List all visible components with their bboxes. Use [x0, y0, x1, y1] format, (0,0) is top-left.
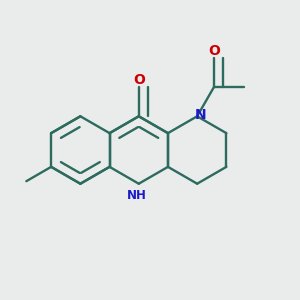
Text: O: O [208, 44, 220, 58]
Text: NH: NH [127, 189, 147, 203]
Text: N: N [195, 108, 207, 122]
Text: O: O [133, 73, 145, 87]
